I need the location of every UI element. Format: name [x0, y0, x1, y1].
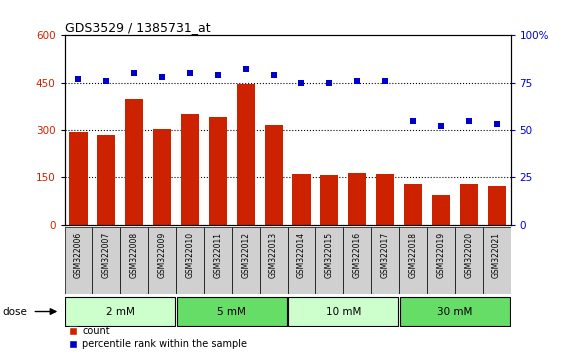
Bar	[459, 184, 478, 225]
Bar	[315, 227, 343, 294]
Text: dose: dose	[3, 307, 27, 316]
Bar	[348, 173, 366, 225]
Bar	[232, 227, 260, 294]
Text: GDS3529 / 1385731_at: GDS3529 / 1385731_at	[65, 21, 210, 34]
Point	[241, 67, 250, 72]
Bar	[148, 227, 176, 294]
Text: GSM322020: GSM322020	[464, 232, 473, 278]
Text: GSM322006: GSM322006	[74, 232, 83, 278]
Text: 2 mM: 2 mM	[106, 307, 135, 316]
Point	[408, 118, 417, 124]
Bar	[320, 175, 338, 225]
Text: GSM322015: GSM322015	[325, 232, 334, 278]
Point	[186, 70, 195, 76]
Point	[74, 76, 83, 82]
Bar	[153, 129, 171, 225]
Bar	[237, 84, 255, 225]
Text: 5 mM: 5 mM	[217, 307, 246, 316]
Bar	[399, 227, 427, 294]
Bar	[204, 227, 232, 294]
Point	[325, 80, 334, 86]
Bar	[65, 227, 93, 294]
Point	[353, 78, 362, 84]
Bar	[65, 297, 176, 326]
Text: GSM322007: GSM322007	[102, 232, 111, 278]
Text: GSM322017: GSM322017	[380, 232, 389, 278]
Point	[158, 74, 167, 80]
Point	[269, 72, 278, 78]
Bar	[70, 132, 88, 225]
Bar	[292, 174, 310, 225]
Bar	[482, 227, 511, 294]
Text: GSM322008: GSM322008	[130, 232, 139, 278]
Text: GSM322018: GSM322018	[408, 232, 417, 278]
Text: GSM322009: GSM322009	[158, 232, 167, 278]
Bar	[260, 227, 287, 294]
Point	[297, 80, 306, 86]
Bar	[288, 297, 398, 326]
Text: GSM322011: GSM322011	[213, 232, 222, 278]
Bar	[376, 174, 394, 225]
Bar	[427, 227, 455, 294]
Point	[464, 118, 473, 124]
Bar	[176, 227, 204, 294]
Text: GSM322013: GSM322013	[269, 232, 278, 278]
Bar	[343, 227, 371, 294]
Bar	[265, 125, 283, 225]
Bar	[209, 118, 227, 225]
Bar	[181, 114, 199, 225]
Point	[492, 121, 501, 127]
Legend: count, percentile rank within the sample: count, percentile rank within the sample	[70, 326, 247, 349]
Bar	[404, 184, 422, 225]
Point	[436, 124, 445, 129]
Text: GSM322021: GSM322021	[492, 232, 501, 278]
Bar	[287, 227, 315, 294]
Text: GSM322012: GSM322012	[241, 232, 250, 278]
Point	[213, 72, 222, 78]
Text: 10 mM: 10 mM	[325, 307, 361, 316]
Bar	[93, 227, 120, 294]
Point	[380, 78, 389, 84]
Text: GSM322010: GSM322010	[186, 232, 195, 278]
Bar	[125, 98, 143, 225]
Text: 30 mM: 30 mM	[437, 307, 472, 316]
Point	[102, 78, 111, 84]
Bar	[399, 297, 510, 326]
Bar	[371, 227, 399, 294]
Bar	[120, 227, 148, 294]
Text: GSM322016: GSM322016	[353, 232, 362, 278]
Text: GSM322019: GSM322019	[436, 232, 445, 278]
Point	[130, 70, 139, 76]
Bar	[177, 297, 287, 326]
Bar	[488, 186, 505, 225]
Bar	[97, 135, 116, 225]
Text: GSM322014: GSM322014	[297, 232, 306, 278]
Bar	[432, 195, 450, 225]
Bar	[455, 227, 482, 294]
